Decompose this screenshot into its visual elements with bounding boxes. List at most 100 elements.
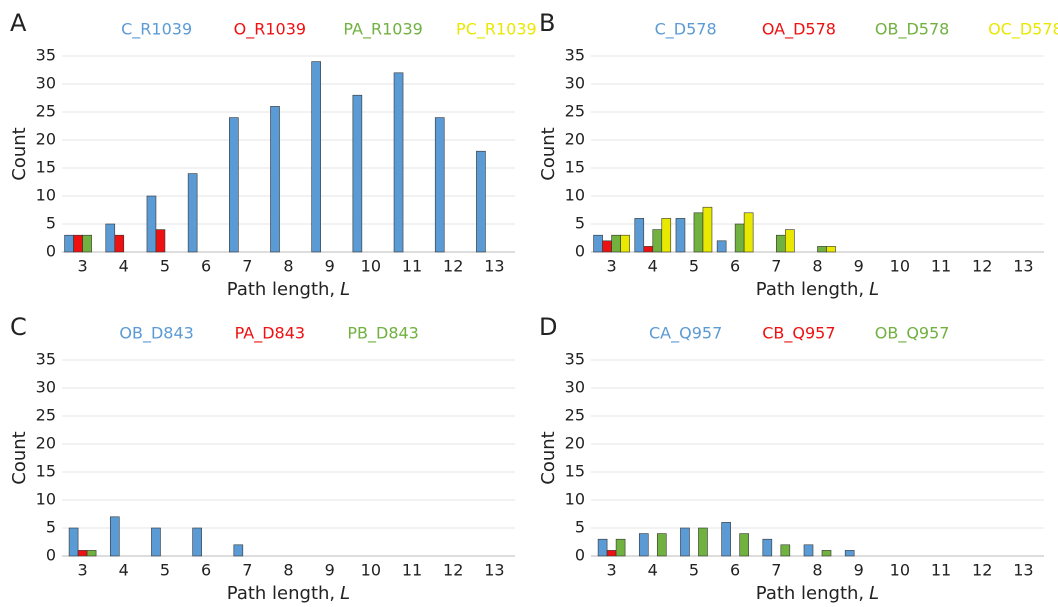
x-tick-label: 7 [771,561,781,580]
bar [734,223,745,253]
bar [146,195,157,253]
bar [817,246,827,253]
x-axis-title-text: Path length, [756,279,864,300]
y-tick-label: 35 [565,46,585,65]
legend-entry: OB_Q957 [875,324,950,344]
x-tick-label: 12 [972,561,992,580]
y-tick-label: 30 [565,378,585,397]
bar [675,218,686,253]
bar [233,544,244,557]
bar [702,206,713,253]
x-axis-title: Path length, L [227,583,350,604]
bar [721,522,731,557]
x-axis-title: Path length, L [756,279,879,300]
x-tick-label: 10 [890,561,910,580]
legend-entry: C_R1039 [121,20,192,40]
y-tick-label: 30 [36,378,56,397]
x-tick-label: 6 [730,561,740,580]
x-tick-label: 7 [242,257,252,276]
bar [606,550,617,557]
bar [187,173,198,253]
y-tick-label: 15 [36,158,56,177]
y-axis-title: Count [9,431,30,484]
y-tick-label: 35 [565,350,585,369]
legend-entry: PC_R1039 [456,20,537,40]
y-tick-label: 15 [565,462,585,481]
y-tick-label: 20 [565,130,585,149]
x-axis-title-text: Path length, [227,583,335,604]
bar [693,212,704,253]
bar [476,150,486,253]
bar [109,516,120,557]
y-axis-title: Count [538,431,559,484]
x-tick-label: 10 [361,257,381,276]
x-axis-title: Path length, L [227,279,350,300]
x-axis-title-var: L [869,279,879,300]
y-tick-label: 0 [46,242,56,261]
legend-entry: O_R1039 [234,20,306,40]
x-tick-label: 10 [890,257,910,276]
panel-label: D [539,313,557,341]
x-tick-label: 11 [402,257,422,276]
x-tick-label: 5 [160,561,170,580]
legend-entry: OB_D578 [875,20,949,40]
bar [780,544,791,557]
legend-entry: PA_R1039 [343,20,422,40]
x-axis-title-var: L [340,583,350,604]
bar [82,234,92,253]
bar [785,229,795,253]
x-axis-title-text: Path length, [756,583,864,604]
bar [352,94,363,253]
x-tick-label: 4 [648,257,658,276]
bar [77,550,88,557]
bar [597,538,608,557]
bar [680,527,690,557]
x-tick-label: 3 [606,257,616,276]
bar [615,538,626,557]
panel-label: C [10,313,27,341]
legend-entry: OA_D578 [762,20,836,40]
y-tick-label: 25 [565,406,585,425]
y-tick-label: 10 [36,490,56,509]
y-tick-label: 15 [36,462,56,481]
legend-entry: CB_Q957 [762,324,835,344]
bar [643,246,654,253]
legend-entry: C_D578 [655,20,717,40]
y-tick-label: 20 [36,130,56,149]
bar [656,533,667,557]
x-tick-label: 12 [972,257,992,276]
y-tick-label: 20 [36,434,56,453]
bar [716,240,727,253]
bar [270,106,280,253]
bar [826,246,836,253]
legend-entry: PB_D843 [347,324,418,344]
x-tick-label: 12 [443,257,463,276]
x-tick-label: 3 [77,561,87,580]
y-tick-label: 0 [575,546,585,565]
y-tick-label: 15 [565,158,585,177]
bar [68,527,79,557]
x-tick-label: 9 [325,561,335,580]
x-tick-label: 4 [119,257,129,276]
x-tick-label: 12 [443,561,463,580]
x-tick-label: 9 [854,257,864,276]
x-tick-label: 8 [283,257,293,276]
x-tick-label: 13 [484,561,504,580]
bar [743,212,754,253]
x-tick-label: 5 [689,561,699,580]
bar [311,61,321,253]
y-tick-label: 30 [36,74,56,93]
x-axis-title-var: L [340,279,350,300]
bar [844,550,855,557]
panel: B Count Path length, L 0 5 10 15 20 25 30 35 3 4 5 6 7 8 9… [538,9,1058,300]
y-axis-title: Count [538,127,559,180]
x-tick-label: 8 [812,257,822,276]
panel: C Count Path length, L 0 5 10 15 20 25 30 35 3 4 5 6 7 8 9… [9,313,515,604]
panel-label: A [10,9,27,37]
legend-entry: OB_D843 [119,324,193,344]
y-tick-label: 5 [46,214,56,233]
bar [638,533,649,557]
legend-entry: CA_Q957 [649,324,722,344]
bar [192,527,202,557]
